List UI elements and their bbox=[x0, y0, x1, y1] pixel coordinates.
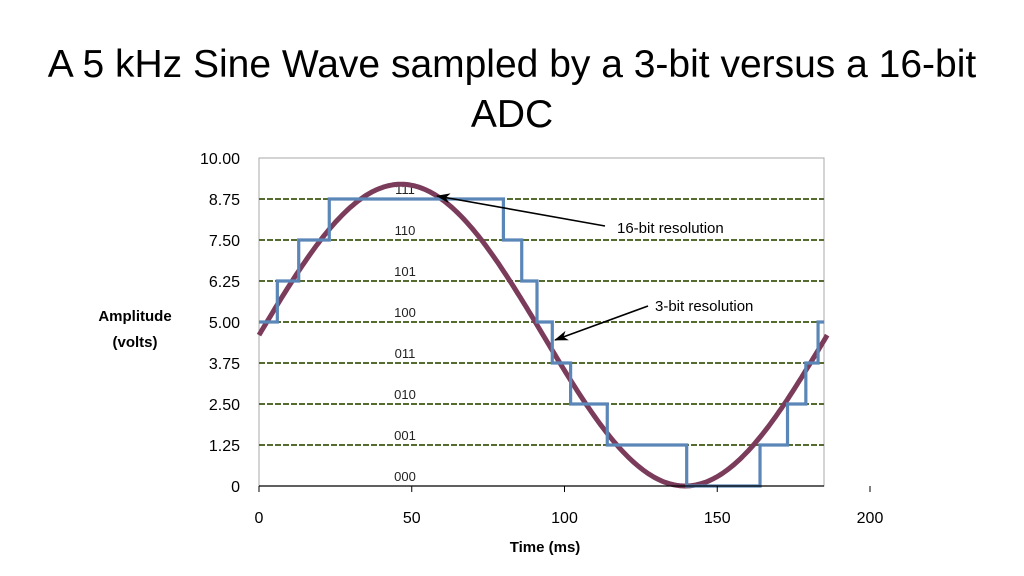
x-tick-label: 200 bbox=[857, 510, 884, 527]
x-tick-label: 100 bbox=[551, 510, 578, 527]
y-tick-label: 2.50 bbox=[209, 397, 240, 414]
y-tick-label: 8.75 bbox=[209, 192, 240, 209]
level-code-label: 011 bbox=[395, 346, 416, 361]
y-tick-label: 5.00 bbox=[209, 315, 240, 332]
level-code-label: 110 bbox=[395, 223, 416, 238]
y-tick-label: 6.25 bbox=[209, 274, 240, 291]
x-tick-label: 0 bbox=[255, 510, 264, 527]
series-layer bbox=[256, 181, 830, 489]
slide-title: A 5 kHz Sine Wave sampled by a 3-bit ver… bbox=[47, 43, 977, 136]
y-tick-label: 1.25 bbox=[209, 438, 240, 455]
sine-wave-line bbox=[256, 181, 830, 489]
y-axis-title-line-2: (volts) bbox=[113, 334, 158, 351]
x-axis-title: Time (ms) bbox=[510, 539, 581, 556]
level-code-label: 010 bbox=[394, 387, 416, 402]
annotation-3bit-label: 3-bit resolution bbox=[655, 298, 753, 315]
y-tick-label: 7.50 bbox=[209, 233, 240, 250]
level-code-label: 100 bbox=[394, 305, 416, 320]
y-axis-title-line-1: Amplitude bbox=[98, 308, 171, 325]
x-tick-labels: 0 50 100 150 200 bbox=[255, 486, 884, 527]
y-tick-label: 0 bbox=[231, 479, 240, 496]
annotation-16bit-label: 16-bit resolution bbox=[617, 220, 724, 237]
x-tick-label: 50 bbox=[403, 510, 421, 527]
level-code-label: 001 bbox=[394, 428, 416, 443]
level-code-label: 101 bbox=[394, 264, 416, 279]
annotation-3bit-arrow bbox=[554, 305, 649, 341]
annotation-16bit-arrow bbox=[436, 193, 606, 227]
y-tick-label: 3.75 bbox=[209, 356, 240, 373]
y-tick-label: 10.00 bbox=[200, 151, 240, 168]
step-quantized-line bbox=[259, 197, 825, 488]
y-tick-labels: 0 1.25 2.50 3.75 5.00 6.25 7.50 8.75 10.00 bbox=[200, 151, 240, 496]
level-code-label: 000 bbox=[394, 469, 416, 484]
x-tick-label: 150 bbox=[704, 510, 731, 527]
